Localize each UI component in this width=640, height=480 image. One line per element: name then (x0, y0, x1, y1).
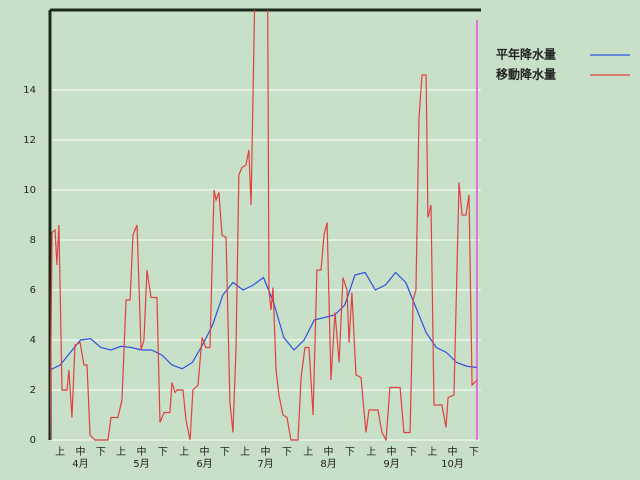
x-tick-label: 下 (220, 447, 230, 458)
x-tick-label: 中 (261, 445, 271, 458)
x-tick-label: 中 (387, 445, 397, 458)
y-tick-label: 10 (23, 185, 36, 196)
month-label: 4月 (72, 458, 88, 470)
x-tick-label: 下 (96, 447, 106, 458)
month-label: 10月 (441, 458, 464, 470)
month-label: 9月 (383, 458, 399, 470)
x-tick-label: 下 (282, 447, 292, 458)
x-tick-label: 上 (116, 446, 126, 458)
x-tick-label: 中 (75, 445, 85, 458)
y-tick-label: 0 (30, 435, 36, 446)
y-tick-label: 14 (23, 85, 36, 96)
x-tick-label: 中 (324, 445, 334, 458)
plot-lines (50, 10, 478, 441)
series-line (50, 10, 478, 441)
x-tick-label: 下 (158, 447, 168, 458)
month-label: 6月 (196, 458, 212, 470)
x-tick-label: 上 (179, 446, 189, 458)
x-tick-label: 上 (366, 446, 376, 458)
y-tick-label: 4 (30, 335, 36, 346)
month-label: 8月 (320, 458, 336, 470)
month-label: 7月 (257, 458, 273, 470)
x-tick-label: 下 (407, 447, 417, 458)
x-tick-label: 中 (136, 445, 146, 458)
y-tick-label: 6 (30, 285, 36, 296)
x-tick-label: 上 (55, 446, 65, 458)
legend-label: 移動降水量 (496, 67, 556, 82)
y-tick-label: 12 (23, 135, 36, 146)
series-line (50, 271, 478, 371)
legend-label: 平年降水量 (496, 47, 556, 62)
x-tick-label: 上 (427, 446, 437, 458)
month-label: 5月 (133, 458, 149, 470)
x-tick-label: 中 (448, 445, 458, 458)
y-tick-label: 8 (30, 235, 36, 246)
y-tick-label: 2 (30, 385, 36, 396)
x-tick-label: 下 (469, 447, 479, 458)
x-tick-label: 上 (240, 446, 250, 458)
x-tick-label: 中 (200, 445, 210, 458)
x-tick-label: 上 (303, 446, 313, 458)
x-tick-label: 下 (345, 447, 355, 458)
